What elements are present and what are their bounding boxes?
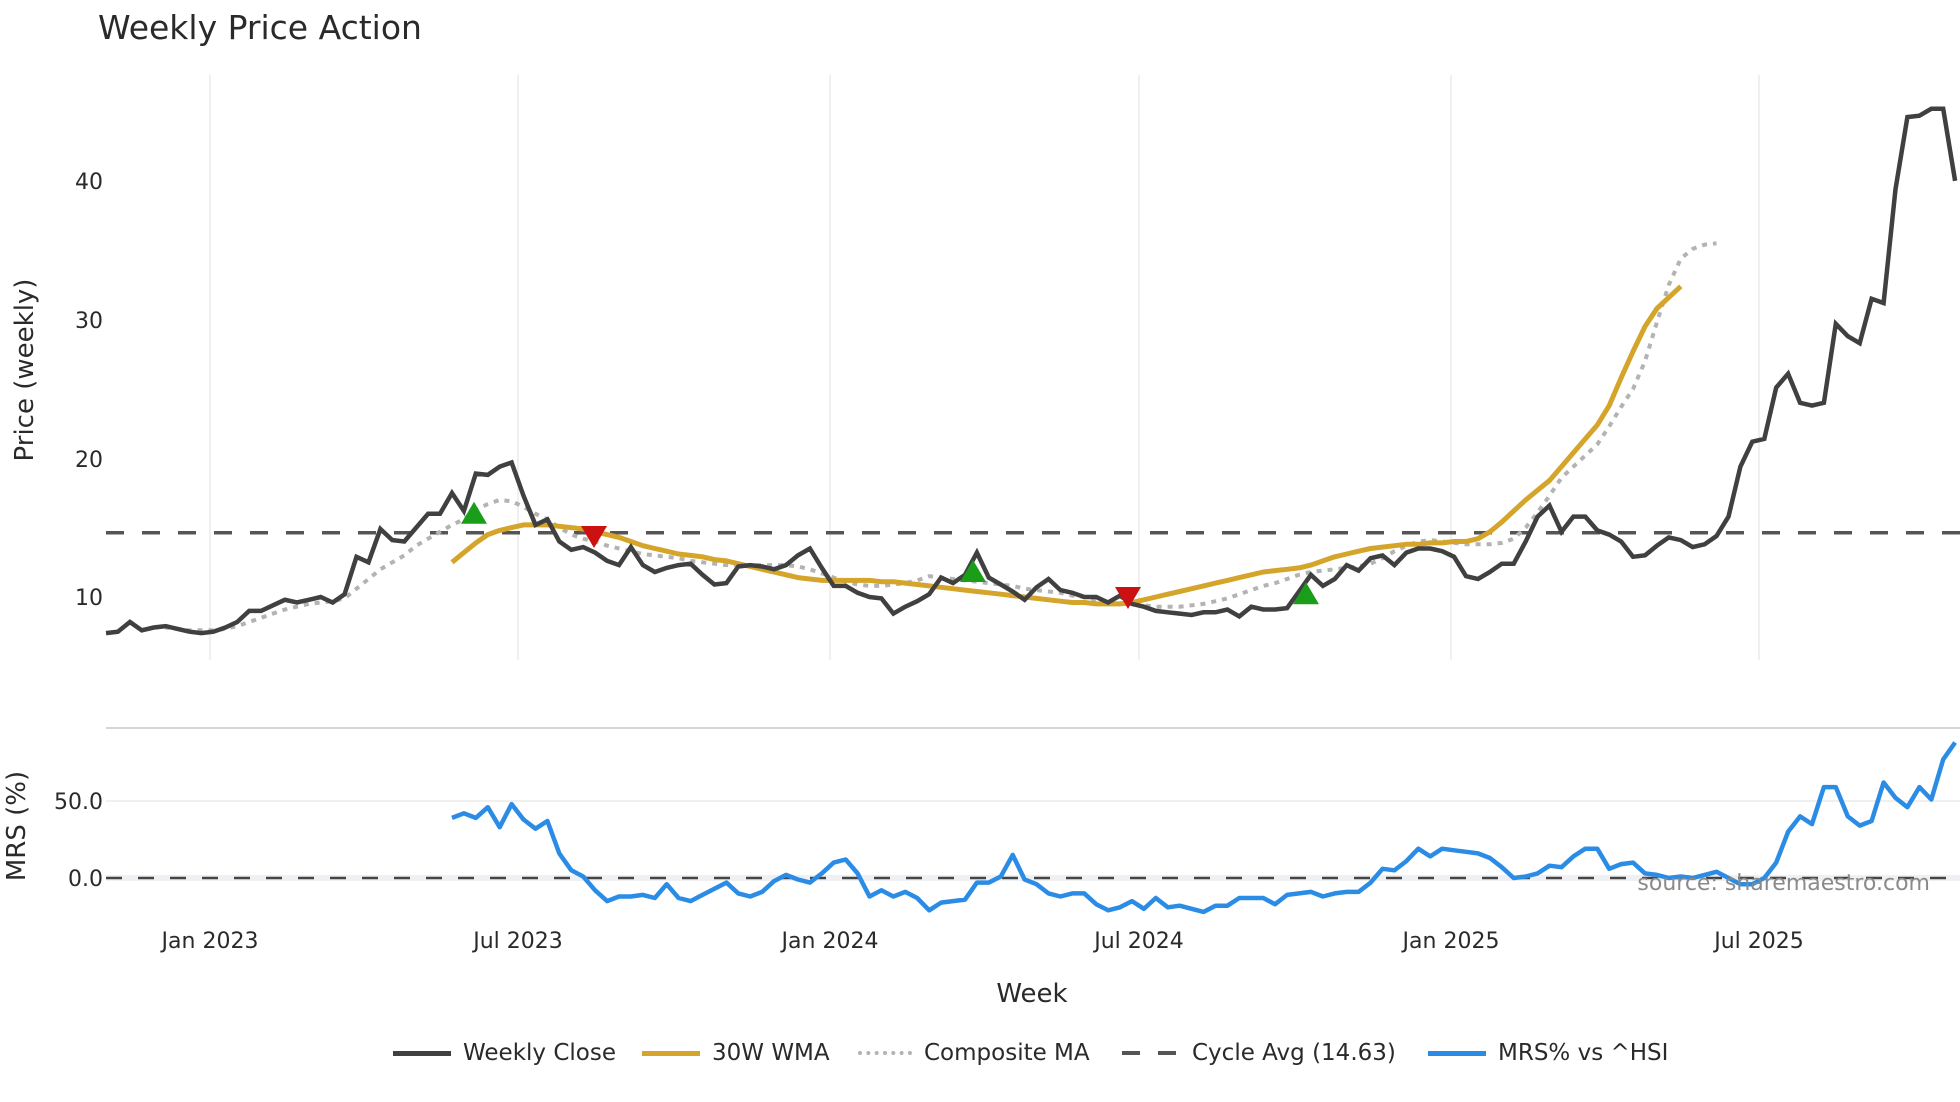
solid-line-swatch-icon: [642, 1050, 700, 1056]
legend-item-30w-wma[interactable]: 30W WMA: [642, 1037, 830, 1069]
legend-item-weekly-close[interactable]: Weekly Close: [393, 1037, 616, 1069]
mrs-ylabel: MRS (%): [2, 771, 32, 881]
mrs-line: [451, 741, 1957, 915]
mrs-panel: [106, 741, 1960, 915]
legend-item-cycle-avg[interactable]: Cycle Avg (14.63): [1122, 1037, 1396, 1069]
legend: Weekly Close 30W WMA Composite MA Cycle …: [0, 1037, 1960, 1069]
ytick-30: 30: [75, 309, 103, 334]
buy-triangle-up-icon: [1293, 582, 1319, 605]
solid-line-swatch-icon: [1428, 1050, 1486, 1056]
buy-triangle-up-icon: [960, 560, 986, 583]
legend-label: Cycle Avg (14.63): [1192, 1040, 1396, 1066]
legend-item-mrs[interactable]: MRS% vs ^HSI: [1428, 1037, 1668, 1069]
xtick-jul-2025: Jul 2025: [1712, 929, 1804, 954]
sell-triangle-down-icon: [581, 525, 607, 548]
xtick-jul-2024: Jul 2024: [1092, 929, 1184, 954]
legend-label: 30W WMA: [712, 1040, 830, 1066]
legend-label: Composite MA: [924, 1040, 1090, 1066]
legend-label: MRS% vs ^HSI: [1498, 1040, 1669, 1066]
ytick-mrs-50: 50.0: [54, 790, 103, 815]
ytick-20: 20: [75, 448, 103, 473]
price-ylabel: Price (weekly): [10, 279, 40, 462]
source-annotation: source: sharemaestro.com: [1637, 871, 1930, 896]
sell-triangle-down-icon: [1115, 587, 1141, 609]
xtick-jan-2025: Jan 2025: [1401, 929, 1500, 954]
signal-markers: [461, 501, 1319, 609]
mrs-yticks: 0.0 50.0: [54, 790, 103, 892]
ytick-40: 40: [75, 170, 103, 195]
price-yticks: 10 20 30 40: [75, 170, 103, 611]
ytick-10: 10: [75, 586, 103, 611]
buy-triangle-up-icon: [461, 501, 487, 524]
ytick-mrs-0: 0.0: [68, 867, 103, 892]
x-ticks: Jan 2023 Jul 2023 Jan 2024 Jul 2024 Jan …: [160, 929, 1804, 954]
grid-lines: [106, 75, 1960, 881]
wma-line: [450, 284, 1683, 607]
price-panel: [105, 106, 1960, 636]
xtick-jan-2023: Jan 2023: [160, 929, 259, 954]
weekly-close-line: [105, 106, 1958, 636]
legend-item-composite-ma[interactable]: Composite MA: [858, 1037, 1090, 1069]
dotted-line-swatch-icon: [858, 1051, 912, 1055]
dashed-line-swatch-icon: [1122, 1051, 1176, 1055]
xtick-jan-2024: Jan 2024: [780, 929, 879, 954]
composite-ma-line: [153, 241, 1717, 633]
legend-label: Weekly Close: [463, 1040, 616, 1066]
xtick-jul-2023: Jul 2023: [471, 929, 563, 954]
solid-line-swatch-icon: [393, 1050, 451, 1056]
chart-title: Weekly Price Action: [98, 8, 422, 47]
x-axis-title: Week: [996, 979, 1067, 1009]
